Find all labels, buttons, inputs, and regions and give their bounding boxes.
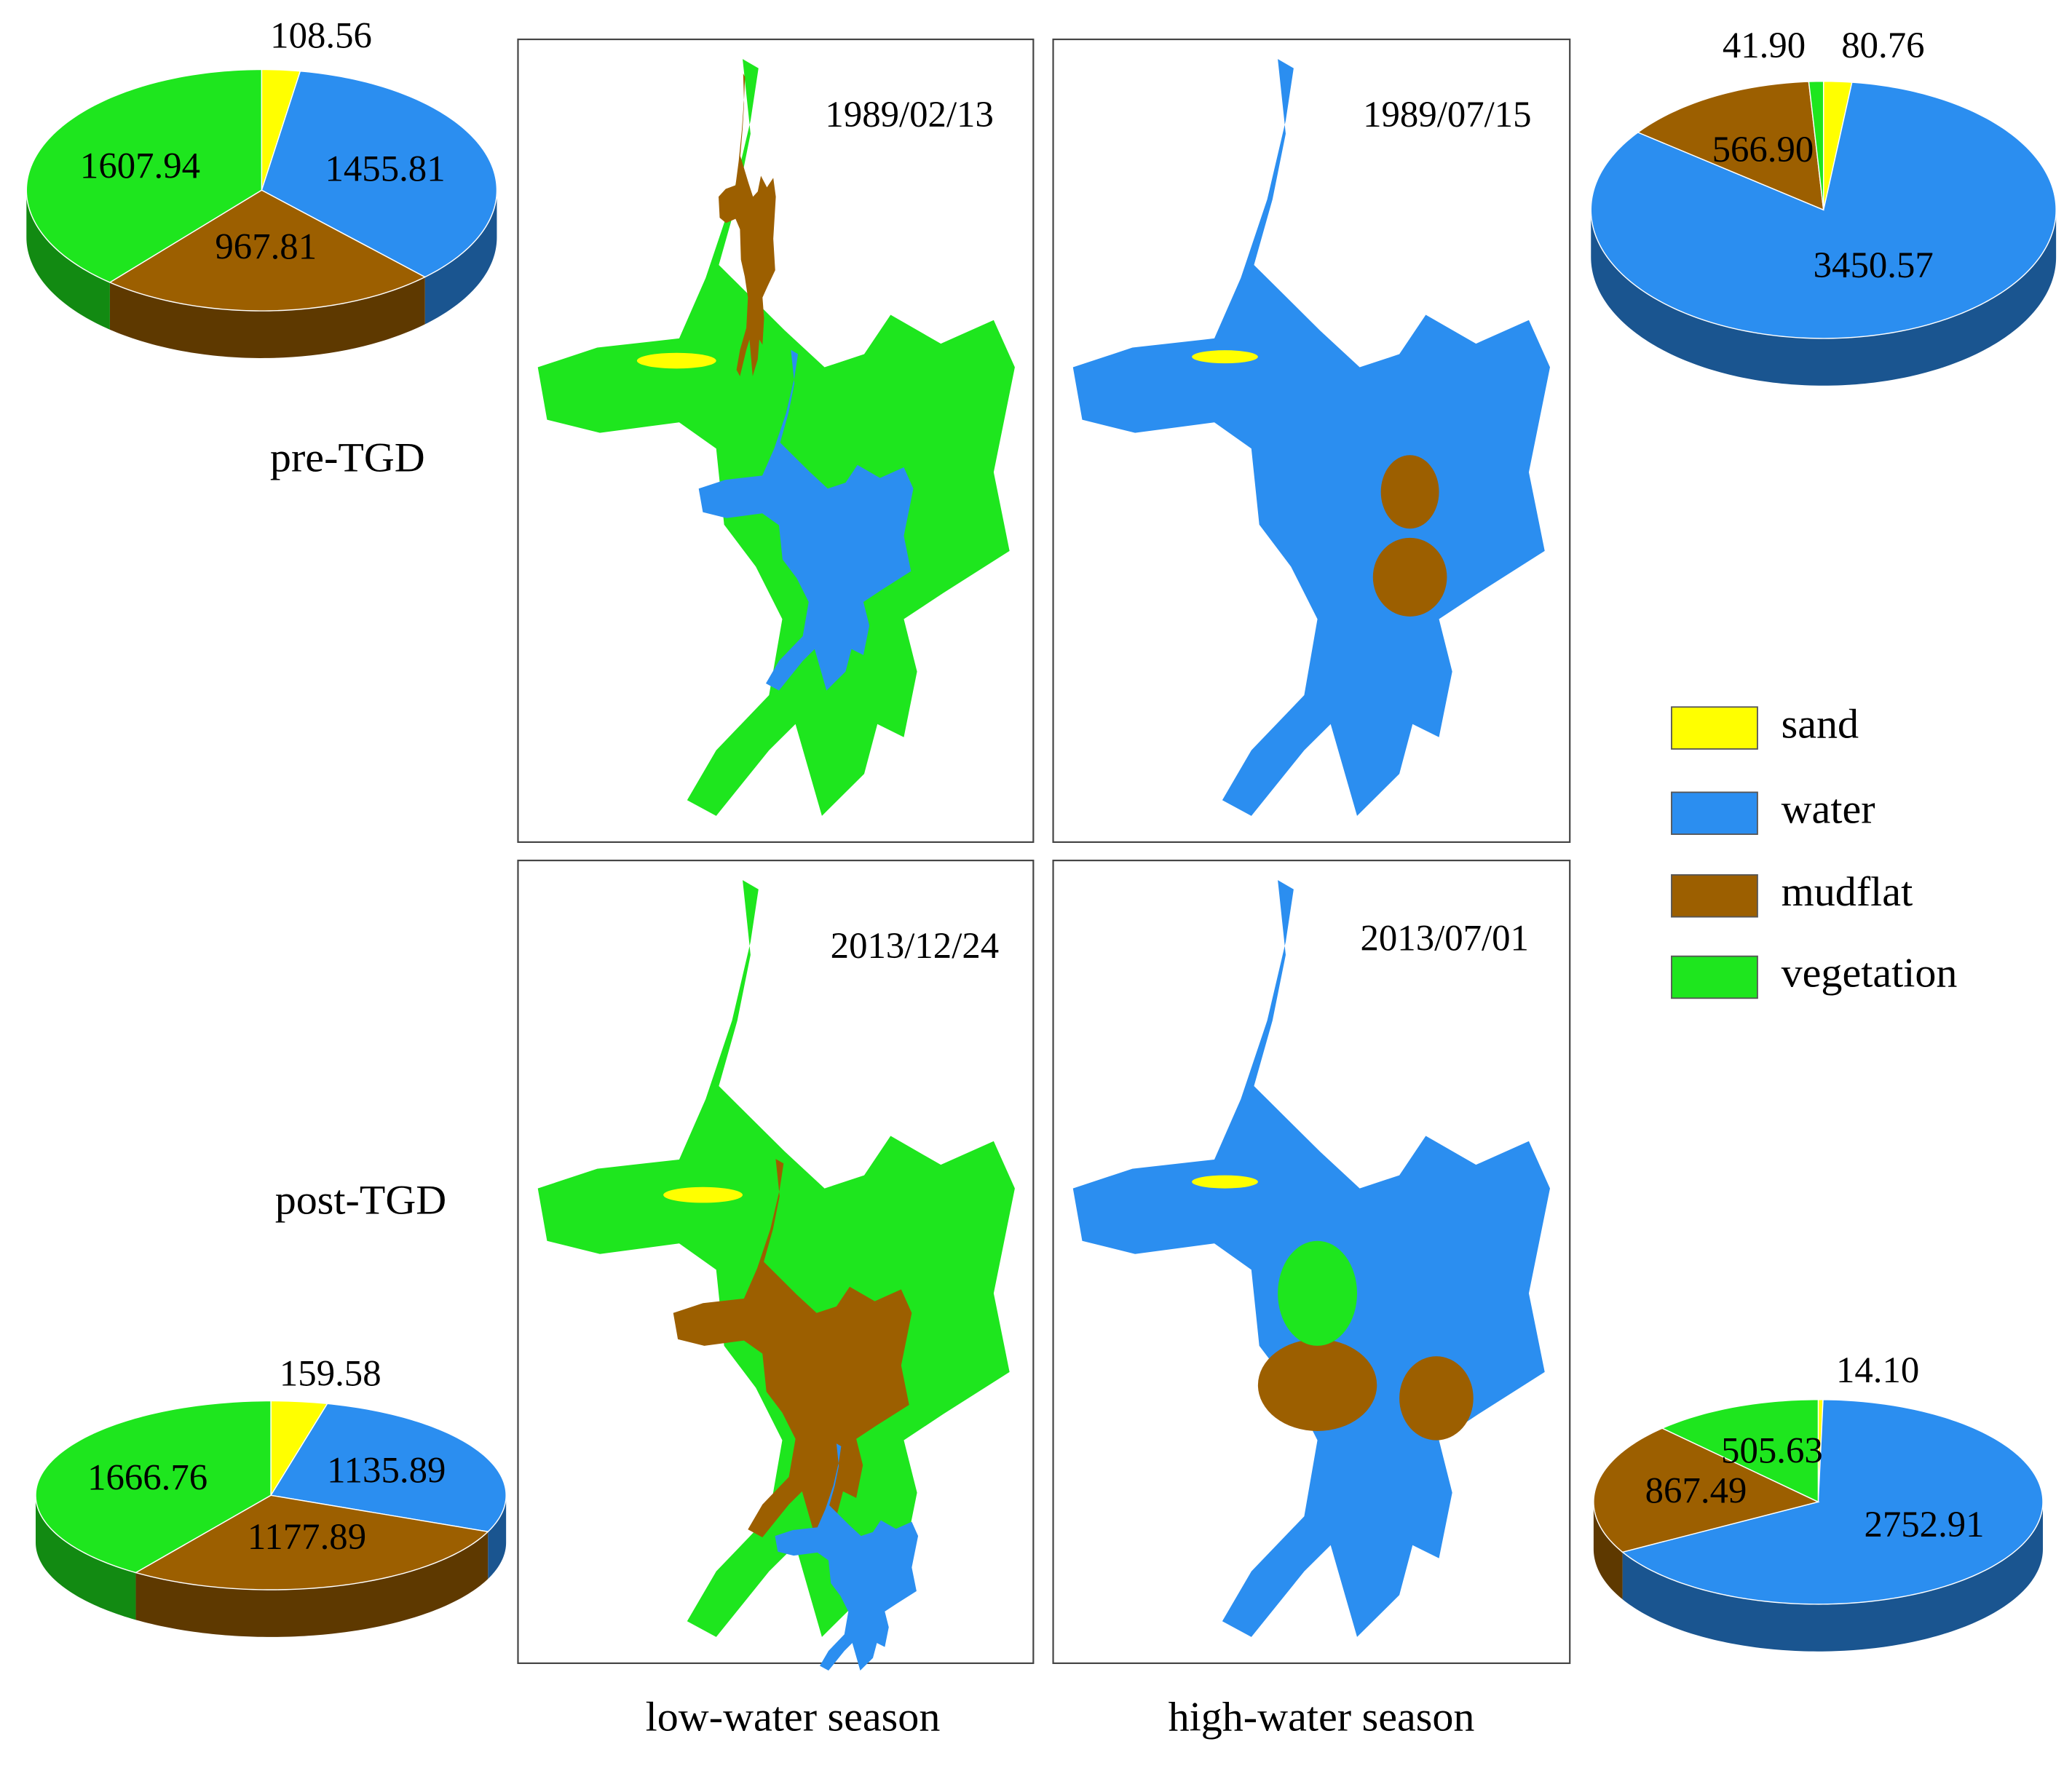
data-label: 566.90: [1712, 129, 1814, 170]
pie-slice: [35, 1400, 272, 1574]
map-panel: 1989/07/15: [1052, 38, 1571, 843]
pie-side: [424, 190, 497, 325]
pie-side: [488, 1495, 507, 1580]
pie-side: [1622, 1502, 2043, 1652]
legend-swatch: [1671, 706, 1758, 750]
data-label: 967.81: [215, 226, 317, 267]
pie-slice: [269, 1403, 507, 1533]
data-label: 14.10: [1836, 1350, 1919, 1390]
map-date: 2013/07/01: [1360, 918, 1528, 959]
pie-side: [36, 1495, 136, 1620]
figure-body: 1989/02/13 1989/07/15 2013/12/24 2013/07…: [25, 15, 2057, 1740]
pie-slice: [108, 189, 427, 312]
legend-label: mudflat: [1782, 868, 1913, 915]
data-label: 3450.57: [1814, 245, 1934, 285]
map-sand: [1192, 1175, 1258, 1189]
legend-swatch: [1671, 874, 1758, 918]
map-panel: 2013/07/01: [1052, 860, 1571, 1665]
legend-swatch: [1671, 955, 1758, 999]
pie-slice: [1808, 81, 1824, 210]
pie-slice: [134, 1494, 489, 1590]
data-label: 80.76: [1841, 25, 1924, 66]
map-panel: 1989/02/13: [517, 38, 1035, 843]
data-label: 1177.89: [248, 1516, 366, 1557]
column-label: high-water season: [1169, 1693, 1475, 1740]
data-label: 867.49: [1645, 1470, 1747, 1511]
data-label: 1455.81: [325, 148, 445, 189]
legend-label: sand: [1782, 700, 1859, 748]
map-mudflat: [1380, 455, 1439, 529]
data-label: 1666.76: [87, 1457, 207, 1497]
pie-side: [1593, 1502, 1623, 1600]
pie-slice: [261, 70, 498, 278]
map-sand: [636, 352, 716, 369]
map-sand: [1192, 350, 1258, 364]
pie-slice: [1621, 1399, 2044, 1605]
data-label: 108.56: [270, 15, 372, 56]
map-date: 2013/12/24: [831, 925, 999, 966]
map-vegetation: [1278, 1240, 1358, 1346]
map-mudflat: [1399, 1356, 1474, 1441]
column-label: low-water season: [646, 1693, 941, 1740]
pie-side: [26, 190, 110, 330]
pie-slice: [1593, 1427, 1820, 1553]
data-label: 2752.91: [1864, 1504, 1984, 1545]
map-mudflat: [1372, 537, 1447, 617]
data-label: 1135.89: [327, 1450, 446, 1491]
row-label: pre-TGD: [270, 434, 425, 481]
data-label: 1607.94: [80, 146, 200, 186]
pie-side: [135, 1532, 489, 1637]
row-label: post-TGD: [275, 1176, 446, 1224]
pie-slice: [1637, 81, 1824, 211]
pie-slice: [1661, 1399, 1819, 1503]
pie-side: [1591, 210, 2057, 386]
data-label: 159.58: [280, 1353, 381, 1394]
map-sand: [663, 1186, 743, 1203]
legend-label: vegetation: [1782, 949, 1958, 997]
pie-slice: [25, 68, 263, 283]
map-date: 1989/02/13: [825, 94, 993, 135]
data-label: 41.90: [1723, 25, 1806, 66]
pie-side: [109, 277, 425, 358]
legend-swatch: [1671, 791, 1758, 835]
map-date: 1989/07/15: [1363, 94, 1531, 135]
map-mudflat: [1257, 1339, 1377, 1431]
legend-label: water: [1782, 785, 1875, 833]
data-label: 505.63: [1721, 1430, 1823, 1471]
map-panel: 2013/12/24: [517, 860, 1035, 1671]
